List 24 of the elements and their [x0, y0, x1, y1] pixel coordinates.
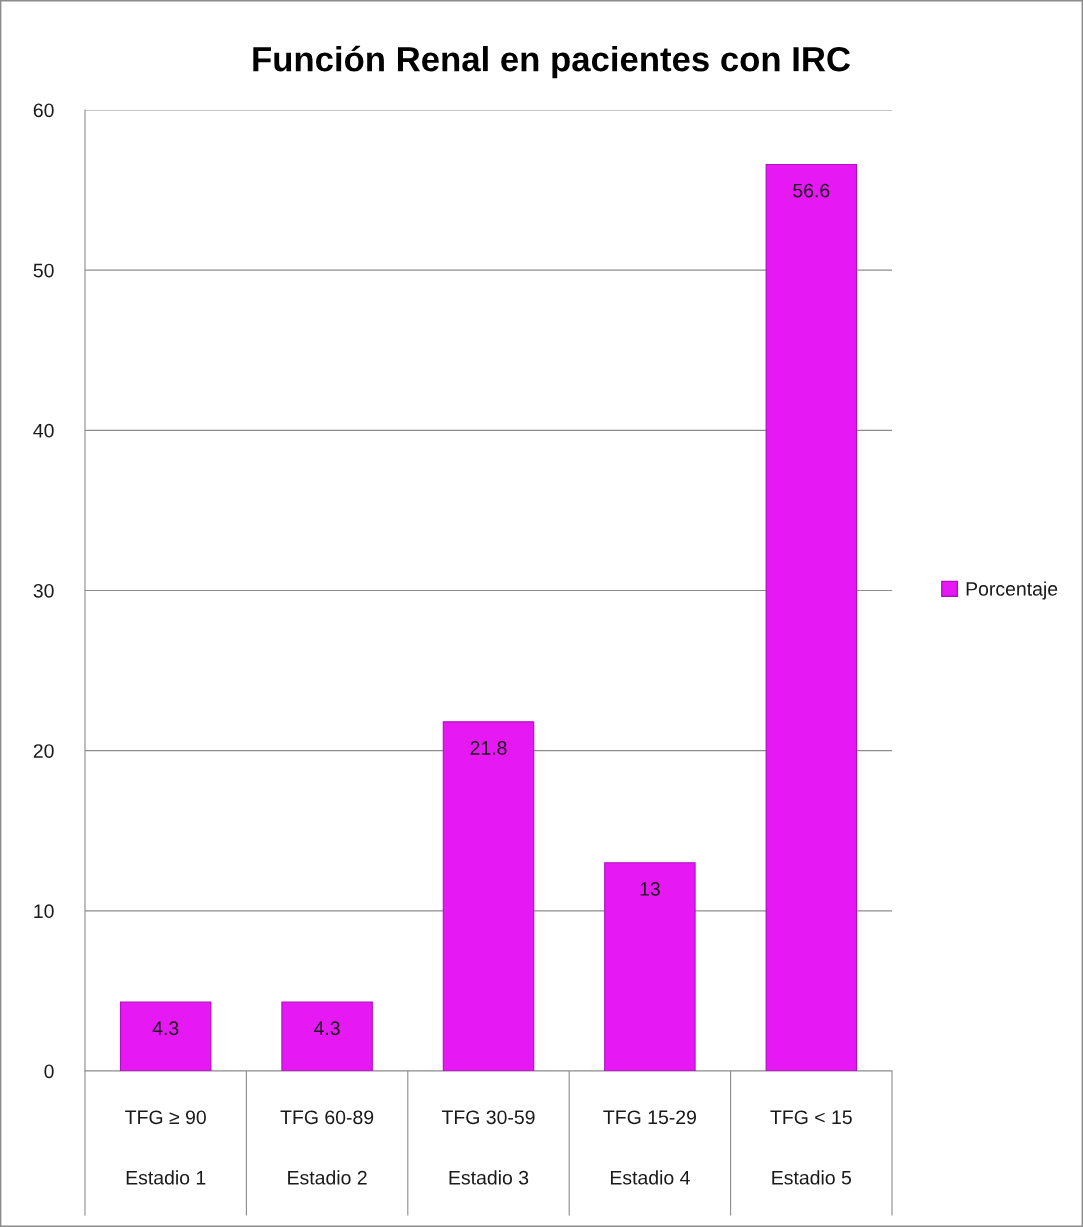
data-label: 13 [640, 882, 660, 896]
bar [119, 1001, 212, 1071]
y-tick-label: 10 [34, 904, 54, 919]
category-label: TFG < 15 Estadio 5 [770, 1110, 852, 1185]
chart-title: Función Renal en pacientes con IRC [253, 45, 851, 79]
y-tick-label: 20 [33, 744, 54, 758]
category-label: TFG 15-29 Estadio 4 [603, 1110, 696, 1185]
category-label: TFG 60-89 Estadio 2 [280, 1110, 374, 1185]
data-label: 4.3 [314, 1021, 340, 1036]
legend-label: Porcentaje [966, 581, 1058, 600]
data-label: 56.6 [793, 183, 830, 198]
data-label: 4.3 [152, 1021, 179, 1036]
y-tick-label: 30 [33, 583, 54, 598]
category-label: TFG 30-59 Estadio 3 [441, 1110, 535, 1185]
y-tick-label: 50 [33, 263, 54, 278]
y-tick-label: 60 [33, 103, 54, 118]
bar [604, 862, 696, 1071]
bar [765, 163, 858, 1071]
category-label: TFG ≥ 90 Estadio 1 [125, 1110, 206, 1185]
y-tick-label: 40 [33, 423, 54, 438]
y-tick-label: 0 [44, 1064, 54, 1079]
bar [442, 721, 535, 1071]
bar [281, 1001, 373, 1071]
data-label: 21.8 [470, 741, 507, 755]
